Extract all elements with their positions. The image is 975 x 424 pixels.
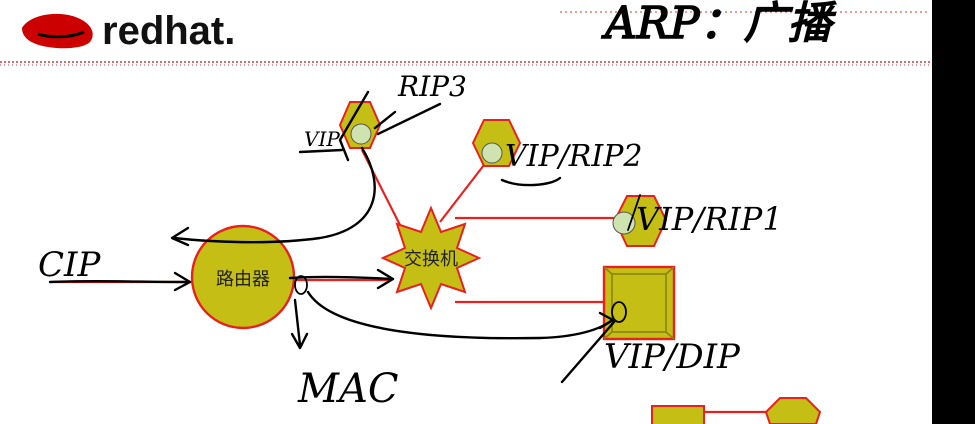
cip-note: CIP — [38, 245, 101, 285]
arp-broadcast-note: ARP：广播 — [601, 0, 837, 49]
vip-rip2-note: VIP/RIP2 — [505, 139, 643, 174]
server-rip1 — [612, 195, 668, 247]
switch-label: 交换机 — [404, 249, 458, 270]
right-black-bar — [932, 0, 975, 424]
mac-note: MAC — [297, 366, 398, 412]
rip3-note: RIP3 — [397, 70, 467, 103]
router-label: 路由器 — [216, 269, 270, 290]
vip-dip-note: VIP/DIP — [604, 337, 741, 377]
server-rip3 — [338, 101, 382, 149]
redhat-logo: redhat. — [22, 9, 235, 53]
partial-nodes — [651, 397, 822, 424]
switch-node: 交换机 — [380, 205, 482, 311]
server-rip2 — [471, 119, 522, 167]
vip-left-note: VIP — [304, 127, 340, 151]
vip-rip1-note: VIP/RIP1 — [636, 200, 783, 238]
redhat-logo-text: redhat. — [102, 9, 235, 53]
handwritten-strokes — [48, 90, 641, 384]
redhat-logo-icon — [22, 13, 93, 49]
router-node: 路由器 — [190, 224, 296, 330]
